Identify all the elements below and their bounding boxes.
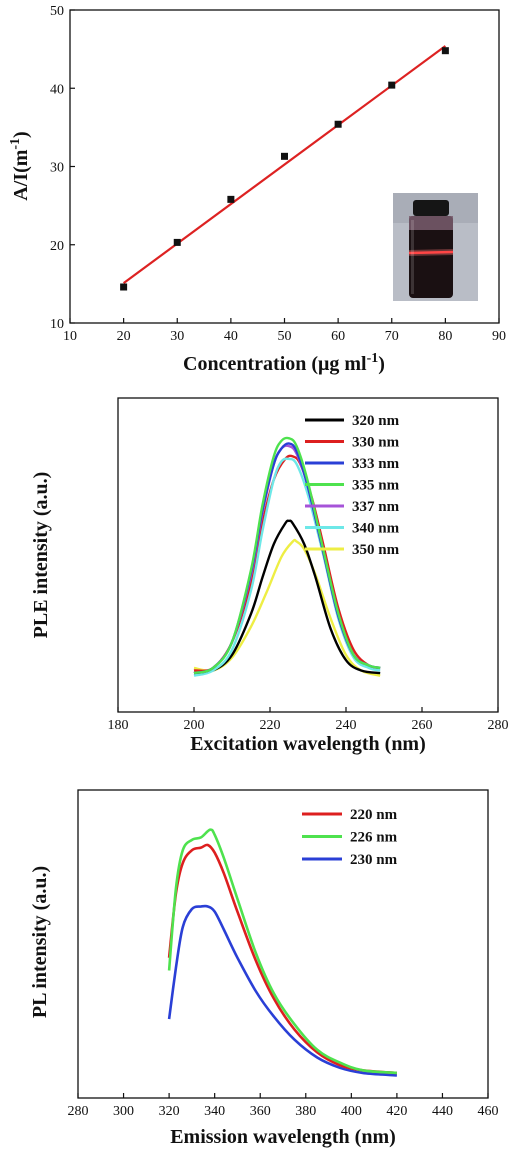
y-tick-label: 20	[50, 239, 64, 254]
x-tick-label: 40	[224, 329, 238, 344]
x-tick-label: 320	[159, 1104, 180, 1119]
x-tick-label: 50	[278, 329, 292, 344]
y-axis-title: PLE intensity (a.u.)	[30, 472, 52, 639]
legend-label: 350 nm	[352, 542, 400, 558]
x-axis-title: Concentration (μg ml-1)	[183, 351, 385, 375]
legend-label: 226 nm	[350, 830, 398, 846]
x-tick-label: 280	[488, 718, 509, 733]
x-axis-title: Excitation wavelength (nm)	[190, 733, 426, 755]
x-tick-label: 340	[204, 1104, 225, 1119]
calibration-chart: 10 20 30 40 50 60 70 80 90 10 20 30 40 50 Concentratio…	[8, 4, 506, 375]
series-line	[193, 538, 381, 677]
x-tick-label: 380	[295, 1104, 316, 1119]
vial-neck-glow	[409, 216, 453, 230]
x-tick-label: 460	[478, 1104, 499, 1119]
series-line	[167, 843, 397, 1075]
ple-chart: 180 200 220 240 260 280 Excitation wavelength …	[30, 397, 509, 755]
x-tick-label: 10	[63, 329, 77, 344]
x-axis-title: Emission wavelength (nm)	[170, 1126, 396, 1148]
series-line	[193, 436, 381, 675]
y-tick-label: 40	[50, 82, 64, 97]
x-axis-title-main: Concentration (μg ml	[183, 353, 367, 375]
legend-label: 335 nm	[352, 478, 400, 494]
legend-label: 333 nm	[352, 456, 400, 472]
legend-label: 340 nm	[352, 521, 400, 537]
x-tick-label: 200	[184, 718, 205, 733]
y-axis-title: A/I(m-1)	[8, 131, 32, 200]
x-tick-label: 400	[341, 1104, 362, 1119]
series-line	[167, 904, 397, 1077]
vial-body	[409, 216, 453, 298]
x-axis-title-end: )	[378, 353, 385, 375]
x-tick-label: 80	[438, 329, 452, 344]
x-tick-label: 20	[117, 329, 131, 344]
y-tick-label: 50	[50, 4, 64, 19]
legend-label: 337 nm	[352, 499, 400, 515]
y-tick-label: 30	[50, 161, 64, 176]
inset-photo	[393, 193, 478, 301]
x-tick-label: 240	[336, 718, 357, 733]
x-tick-label: 220	[260, 718, 281, 733]
laser-beam	[408, 250, 454, 255]
x-tick-label: 260	[412, 718, 433, 733]
x-tick-label: 440	[432, 1104, 453, 1119]
series-line	[193, 519, 381, 675]
x-tick-label: 60	[331, 329, 345, 344]
data-point	[334, 120, 342, 128]
data-point	[388, 81, 396, 89]
data-point	[173, 238, 181, 246]
plot-frame	[77, 789, 489, 1099]
y-axis-title-main: A/I(m	[10, 149, 32, 200]
legend-label: 330 nm	[352, 435, 400, 451]
series-line	[167, 828, 397, 1075]
legend-label: 320 nm	[352, 413, 400, 429]
x-tick-label: 30	[170, 329, 184, 344]
laser-beam-glow	[408, 249, 454, 256]
y-axis-title-end: )	[10, 131, 32, 138]
data-point	[120, 283, 128, 291]
x-tick-label: 300	[113, 1104, 134, 1119]
x-tick-label: 180	[108, 718, 129, 733]
vial-reflection	[411, 220, 414, 294]
data-point	[441, 47, 449, 55]
data-point	[281, 152, 288, 160]
legend-label: 230 nm	[350, 852, 398, 868]
vial-cap	[413, 200, 449, 216]
x-axis-title-sup: -1	[367, 351, 379, 366]
x-tick-label: 90	[492, 329, 506, 344]
y-axis-title: PL intensity (a.u.)	[29, 866, 51, 1018]
x-tick-label: 360	[250, 1104, 271, 1119]
pl-chart: 280 300 320 340 360 380 400 420 440 460 Emission w…	[29, 789, 499, 1148]
x-tick-label: 420	[386, 1104, 407, 1119]
y-axis-title-sup: -1	[8, 138, 23, 150]
x-tick-label: 70	[385, 329, 399, 344]
data-point	[227, 195, 235, 203]
legend-label: 220 nm	[350, 807, 398, 823]
x-tick-label: 280	[68, 1104, 89, 1119]
y-tick-label: 10	[50, 317, 64, 332]
plot-frame	[117, 397, 499, 713]
